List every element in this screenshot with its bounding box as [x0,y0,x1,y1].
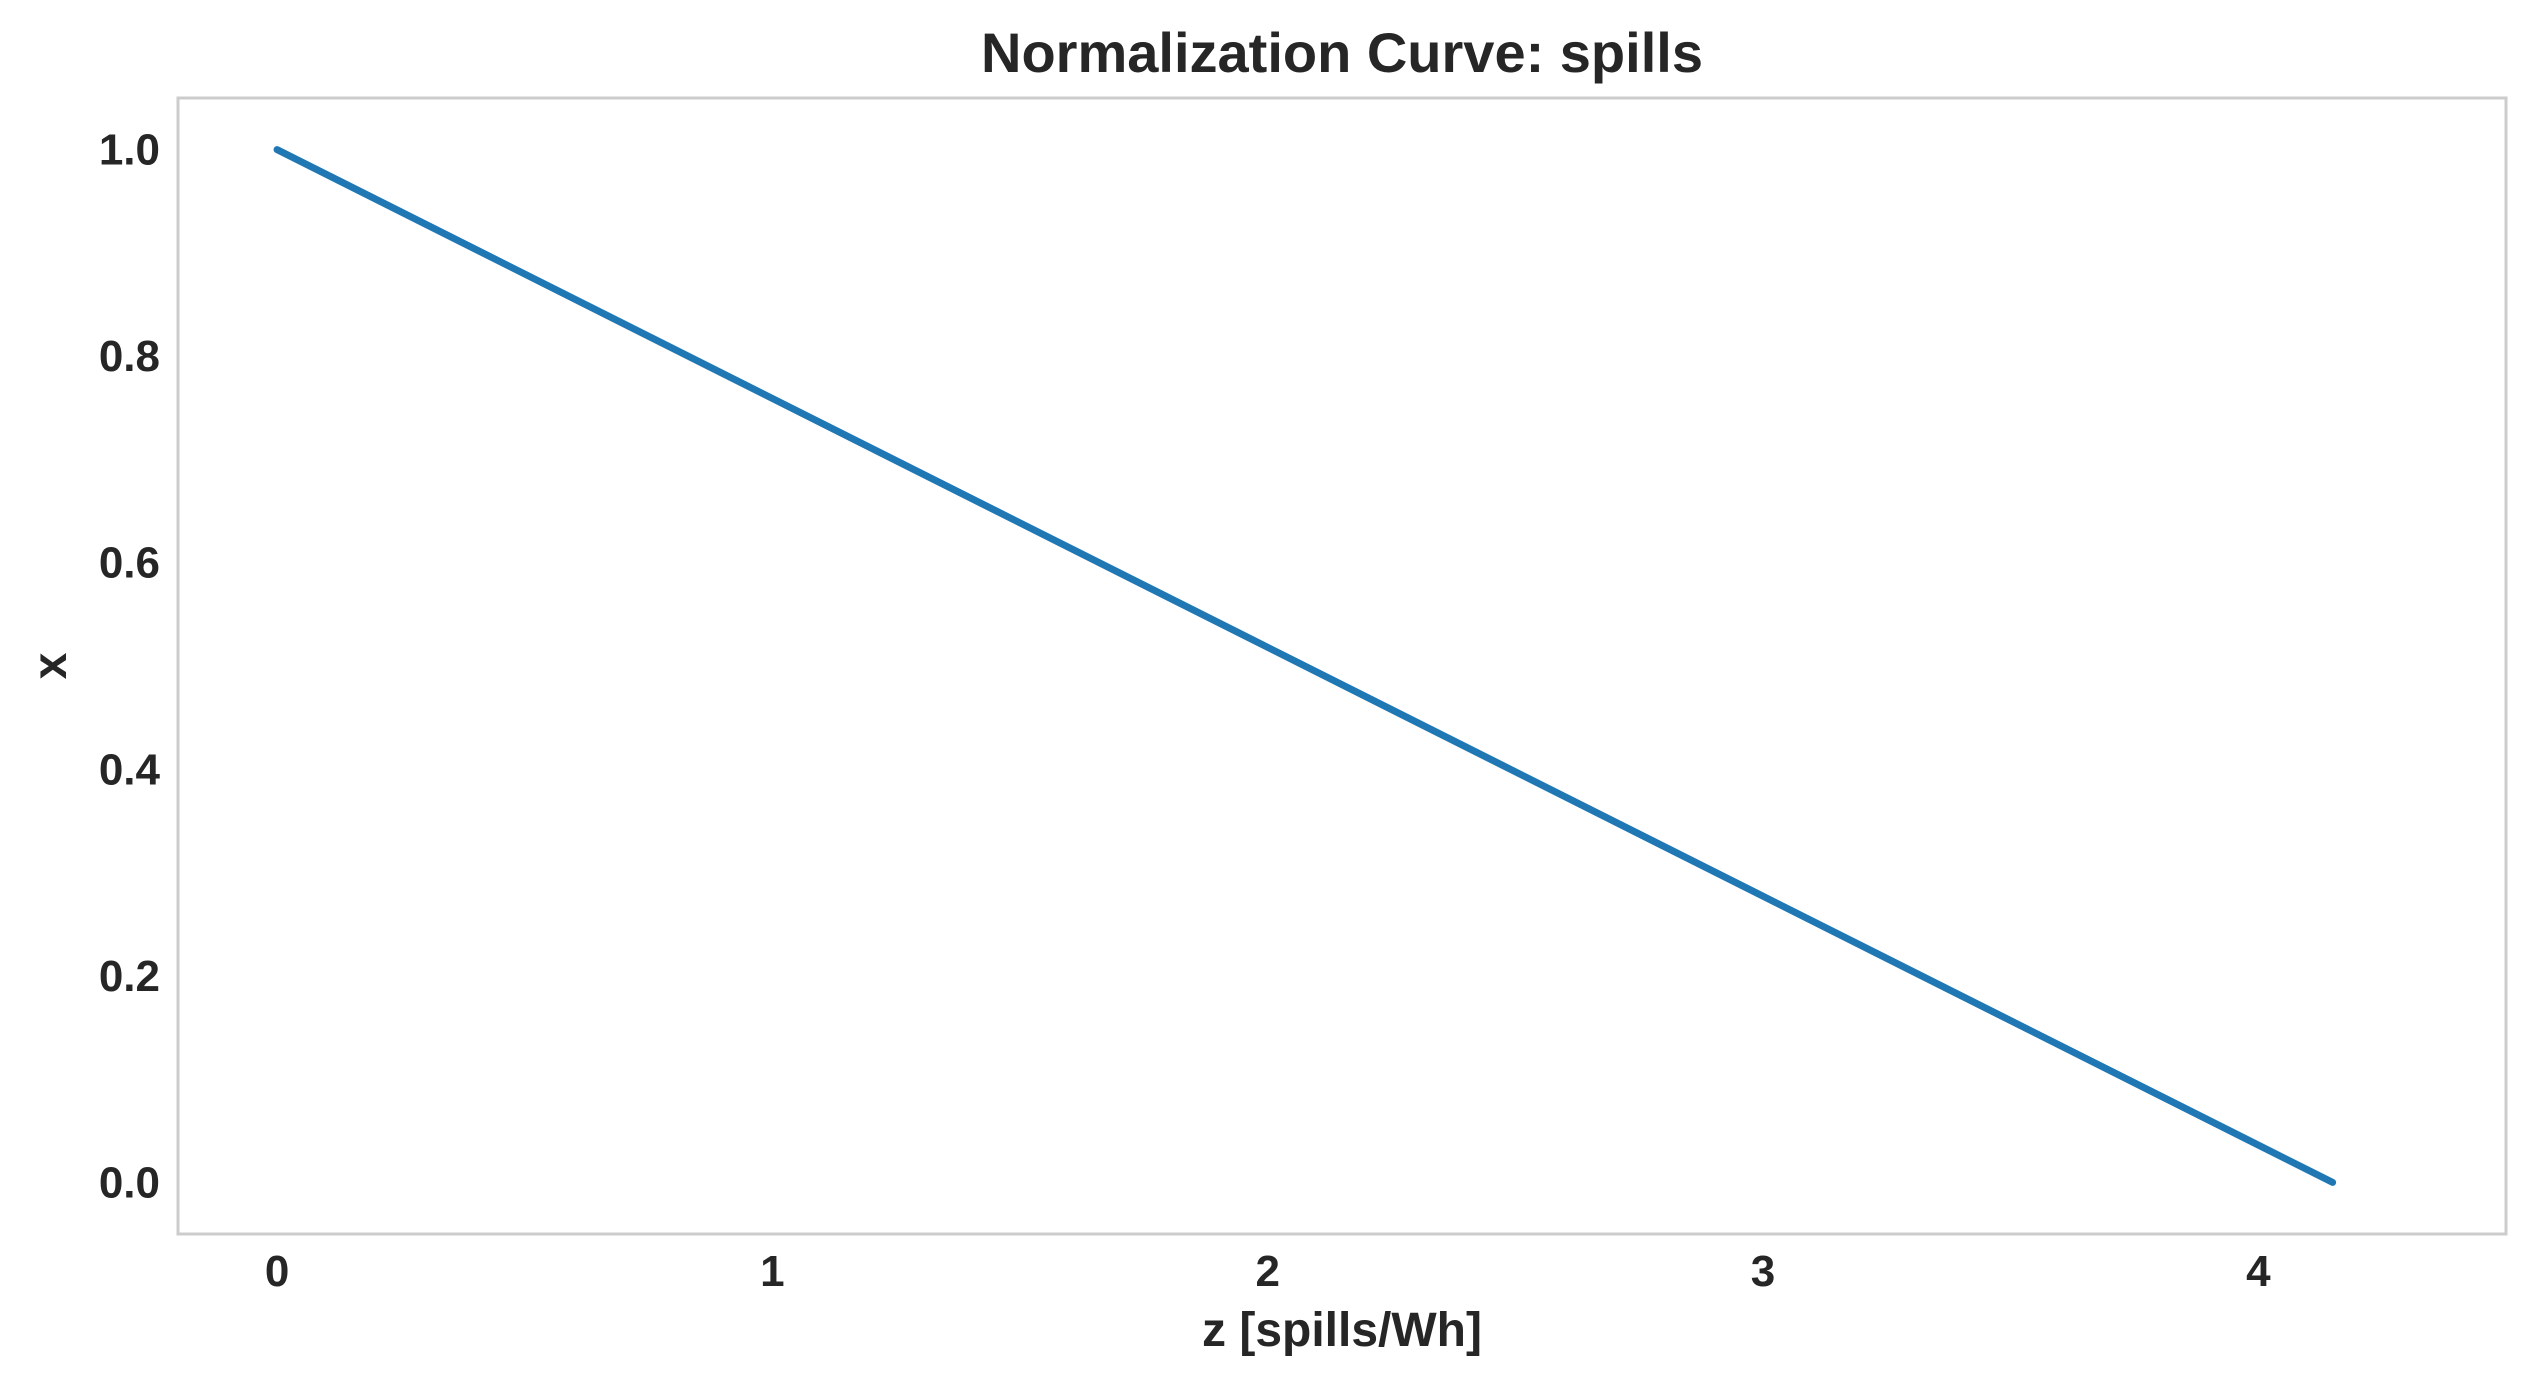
series-layer [273,146,2337,1186]
series-line [273,146,2337,1186]
y-tick-label: 0.2 [99,952,160,1001]
x-axis-ticks: 0 1 2 3 4 [265,1247,2271,1296]
chart-title: Normalization Curve: spills [981,21,1703,84]
x-tick-label: 0 [265,1247,289,1296]
y-tick-label: 1.0 [99,126,160,175]
x-tick-label: 2 [1255,1247,1279,1296]
y-tick-label: 0.4 [99,745,161,794]
y-tick-label: 0.8 [99,332,160,381]
x-tick-label: 4 [2246,1247,2271,1296]
y-tick-label: 0.0 [99,1158,160,1207]
y-axis-label: x [24,652,77,679]
x-tick-label: 1 [760,1247,784,1296]
x-tick-label: 3 [1751,1247,1775,1296]
plot-frame [176,96,2508,1236]
y-axis-ticks: 0.0 0.2 0.4 0.6 0.8 1.0 [99,126,161,1208]
y-tick-label: 0.6 [99,539,160,588]
x-axis-label: z [spills/Wh] [1202,1304,1482,1357]
